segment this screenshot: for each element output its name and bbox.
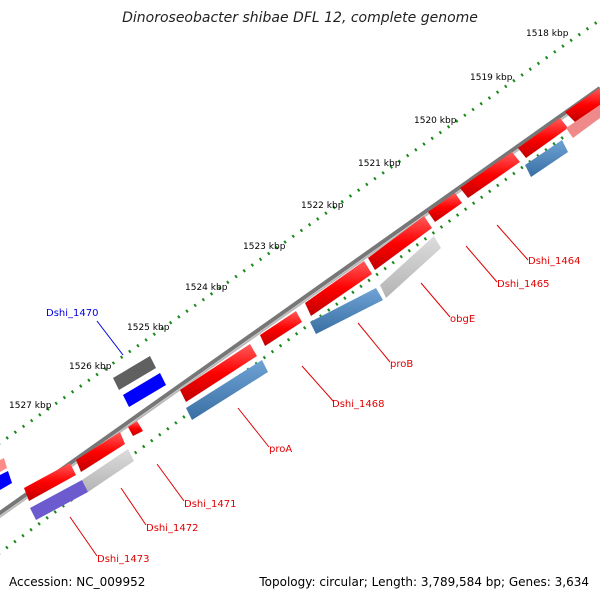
- gene-feature[interactable]: [180, 344, 257, 402]
- gene-feature[interactable]: [76, 432, 125, 472]
- leader-line: [156, 463, 185, 502]
- gene-feature[interactable]: [460, 152, 520, 198]
- leader-line: [496, 224, 529, 261]
- tick-label: 1521 kbp: [358, 159, 401, 169]
- gene-feature[interactable]: [565, 88, 600, 122]
- gene-feature[interactable]: [82, 449, 134, 492]
- gene-feature[interactable]: [260, 311, 302, 346]
- tick-label: 1522 kbp: [301, 201, 344, 211]
- leader-line: [301, 365, 335, 403]
- tick-label: 1526 kbp: [69, 362, 112, 372]
- outer-tick-ring: [0, 18, 600, 445]
- leader-line: [120, 487, 147, 526]
- gene-label[interactable]: Dshi_1465: [497, 279, 549, 290]
- gene-feature[interactable]: [310, 288, 383, 334]
- gene-feature[interactable]: [525, 140, 568, 177]
- map-title: Dinoroseobacter shibae DFL 12, complete …: [122, 10, 478, 26]
- gene-feature[interactable]: [518, 118, 568, 158]
- gene-feature[interactable]: [0, 471, 12, 490]
- tick-label: 1523 kbp: [243, 242, 286, 252]
- tick-label: 1527 kbp: [9, 401, 52, 411]
- forward-strand-genes: [0, 88, 600, 501]
- leader-line: [357, 322, 391, 363]
- gene-feature[interactable]: [123, 373, 166, 407]
- gene-feature[interactable]: [186, 360, 268, 420]
- gene-label[interactable]: proA: [269, 444, 292, 455]
- reverse-strand-genes: [0, 105, 600, 520]
- gene-feature[interactable]: [24, 463, 76, 501]
- leader-line: [237, 407, 270, 448]
- gene-feature[interactable]: [128, 421, 143, 436]
- leader-line: [420, 282, 451, 318]
- gene-feature[interactable]: [428, 193, 462, 222]
- tick-label: 1519 kbp: [470, 73, 513, 83]
- gene-feature[interactable]: [380, 236, 441, 298]
- gene-feature[interactable]: [368, 216, 432, 270]
- accession-text: Accession: NC_009952: [9, 575, 145, 589]
- gene-label[interactable]: obgE: [450, 314, 475, 325]
- gene-feature[interactable]: [113, 356, 156, 390]
- gene-label[interactable]: proB: [390, 359, 413, 370]
- gene-feature[interactable]: [305, 261, 372, 316]
- leader-lines: [69, 224, 529, 557]
- gene-feature[interactable]: [566, 105, 600, 138]
- tick-label: 1524 kbp: [185, 283, 228, 293]
- gene-feature[interactable]: [30, 480, 88, 520]
- leader-line: [96, 320, 124, 356]
- gene-label[interactable]: Dshi_1470: [46, 308, 98, 319]
- backbone-line-outer: [0, 86, 600, 516]
- gene-label[interactable]: Dshi_1472: [146, 523, 198, 534]
- tick-label: 1518 kbp: [526, 29, 569, 39]
- tick-label: 1520 kbp: [414, 116, 457, 126]
- gene-label[interactable]: Dshi_1464: [528, 256, 580, 267]
- leader-line: [465, 245, 498, 283]
- gene-label[interactable]: Dshi_1471: [184, 499, 236, 510]
- tick-label: 1525 kbp: [127, 323, 170, 333]
- gene-feature[interactable]: [0, 458, 7, 472]
- gene-label[interactable]: Dshi_1468: [332, 399, 384, 410]
- leader-line: [69, 516, 98, 557]
- topology-text: Topology: circular; Length: 3,789,584 bp…: [258, 575, 589, 589]
- inner-tick-ring: [0, 108, 600, 555]
- gene-label[interactable]: Dshi_1473: [97, 554, 149, 565]
